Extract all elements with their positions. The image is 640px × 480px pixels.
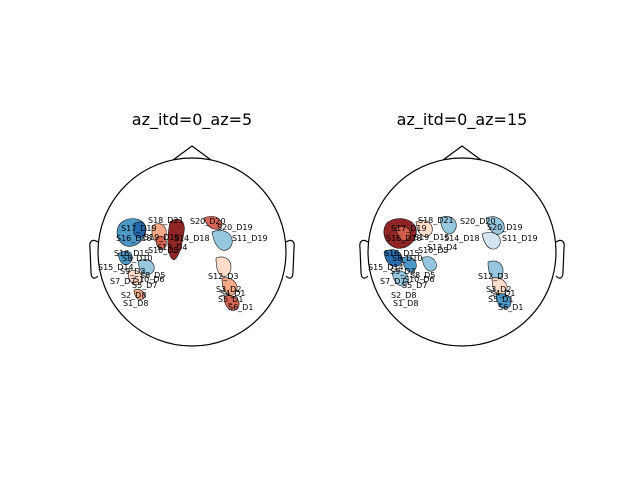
activity-patch <box>155 236 167 250</box>
channel-label: S12_D3 <box>208 272 239 281</box>
channel-label: S3_D2 <box>486 285 511 294</box>
channel-label: S10_D6 <box>134 275 165 284</box>
channel-label: S14_D18 <box>174 234 210 243</box>
channel-label: S7_D7 <box>380 277 405 286</box>
activity-patch <box>383 249 403 267</box>
right-ear-outline <box>555 239 565 279</box>
channel-label: S8_D10 <box>122 254 153 263</box>
channel-label: S5_D1 <box>488 295 513 304</box>
activity-patch <box>439 216 457 235</box>
channel-label: S11_D19 <box>232 234 268 243</box>
nose-outline <box>442 145 482 161</box>
channel-label: S19_D15 <box>414 233 450 242</box>
channel-label: S8_D10 <box>392 254 423 263</box>
channel-label: S2_D8 <box>121 291 146 300</box>
channel-label: S3_D2 <box>216 285 241 294</box>
activity-patch <box>481 232 501 250</box>
activity-patch <box>421 256 437 272</box>
channel-label: S20_D19 <box>487 223 523 232</box>
channel-label: S16_D18 <box>386 234 422 243</box>
channel-label: S6_D1 <box>228 303 253 312</box>
channel-label: S8_D5 <box>410 271 435 280</box>
activity-patch <box>203 216 223 230</box>
activity-patch <box>133 289 145 300</box>
channel-label: S5_D1 <box>218 295 243 304</box>
activity-patch <box>491 277 508 296</box>
activity-patch <box>395 226 411 241</box>
channel-label: S17_D19 <box>391 224 427 233</box>
channel-label: S16_D15 <box>114 249 150 258</box>
channel-label: S18_D21 <box>418 216 454 225</box>
channel-label: S18_D21 <box>148 216 184 225</box>
channel-label: S4_D1 <box>220 289 245 298</box>
channel-label: S10_D5 <box>148 246 179 255</box>
activity-patch <box>117 250 133 266</box>
channel-label: S1_D8 <box>123 299 148 308</box>
activity-patch <box>137 259 155 275</box>
channel-label: S10_D5 <box>418 246 449 255</box>
channel-label: S19_D15 <box>144 233 180 242</box>
channel-label: S12_D3 <box>478 272 509 281</box>
activity-patch <box>167 219 185 261</box>
channel-label: S14_D18 <box>444 234 480 243</box>
channel-label: S9_D3 <box>390 267 415 276</box>
channel-label: S6_D1 <box>498 303 523 312</box>
head-outline <box>367 157 557 347</box>
activity-patch <box>487 260 504 280</box>
left-ear-outline <box>359 239 369 279</box>
channel-label: S20_D20 <box>460 217 496 226</box>
channel-label: S1_D8 <box>393 299 418 308</box>
channel-label: S15_D14 <box>368 263 404 272</box>
activity-patch <box>391 270 409 287</box>
activity-patch <box>485 216 505 235</box>
channel-label: S10_D6 <box>404 275 435 284</box>
right-ear-outline <box>285 239 295 279</box>
channel-label: S16_D15 <box>384 249 420 258</box>
channel-label: S13_D4 <box>157 243 188 252</box>
channel-label: S9_D3 <box>120 267 145 276</box>
activity-patch <box>401 256 417 273</box>
activity-patch <box>221 277 238 296</box>
channel-label: S8_D5 <box>140 271 165 280</box>
activity-patch <box>495 293 512 309</box>
activity-patch <box>133 221 147 238</box>
channel-label: S2_D8 <box>391 291 416 300</box>
left-ear-outline <box>89 239 99 279</box>
activity-patch <box>223 295 240 311</box>
activity-patch <box>215 256 232 278</box>
activity-patch <box>211 230 233 251</box>
channel-label: S13_D4 <box>427 243 458 252</box>
channel-label: S7_D7 <box>110 277 135 286</box>
channel-label: S16_D18 <box>116 234 152 243</box>
channel-label: S15_D14 <box>98 263 134 272</box>
nose-outline <box>172 145 212 161</box>
activity-patch <box>415 220 433 237</box>
channel-label: S5_D7 <box>402 281 427 290</box>
panel-title-right: az_itd=0_az=15 <box>396 110 528 129</box>
head-outline <box>97 157 287 347</box>
panel-title-left: az_itd=0_az=5 <box>131 110 253 129</box>
channel-label: S20_D20 <box>190 217 226 226</box>
channel-label: S5_D7 <box>132 281 157 290</box>
channel-label: S20_D19 <box>217 223 253 232</box>
channel-label: S11_D19 <box>502 234 538 243</box>
channel-label: S17_D19 <box>121 224 157 233</box>
activity-patch <box>127 270 143 285</box>
channel-label: S4_D1 <box>490 289 515 298</box>
